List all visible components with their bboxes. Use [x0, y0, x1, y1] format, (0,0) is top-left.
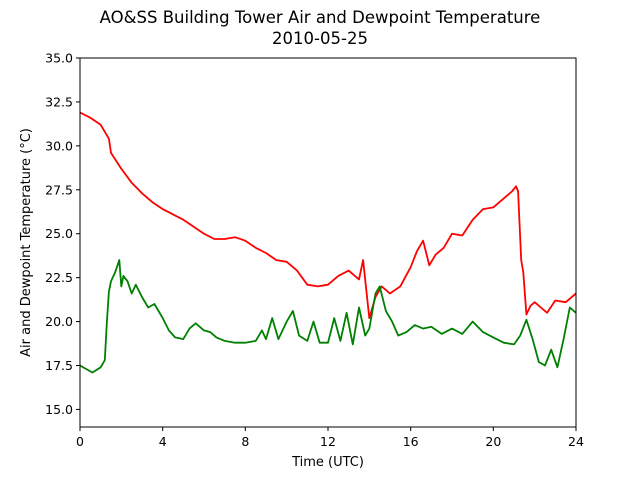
- y-tick-label: 15.0: [45, 402, 73, 417]
- plot-frame: [79, 57, 577, 428]
- series-line-1: [79, 259, 577, 374]
- y-tick-label: 22.5: [45, 270, 73, 285]
- y-tick-label: 20.0: [45, 314, 73, 329]
- series-line-0: [79, 111, 577, 320]
- x-tick-label: 24: [568, 434, 584, 449]
- y-tick-label: 35.0: [45, 51, 73, 66]
- chart-title: AO&SS Building Tower Air and Dewpoint Te…: [99, 8, 541, 27]
- y-tick-label: 27.5: [45, 182, 73, 197]
- x-tick-label: 0: [76, 434, 84, 449]
- y-tick-label: 25.0: [45, 226, 73, 241]
- x-axis-label: Time (UTC): [291, 455, 364, 470]
- y-tick-label: 30.0: [45, 138, 73, 153]
- y-tick-label: 17.5: [45, 358, 73, 373]
- chart-subtitle-date: 2010-05-25: [272, 29, 368, 48]
- x-tick-label: 12: [320, 434, 336, 449]
- y-axis-label: Air and Dewpoint Temperature (°C): [19, 128, 34, 357]
- x-tick-label: 16: [403, 434, 419, 449]
- x-tick-label: 4: [159, 434, 167, 449]
- x-tick-label: 20: [485, 434, 501, 449]
- x-tick-label: 8: [241, 434, 249, 449]
- y-tick-label: 32.5: [45, 94, 73, 109]
